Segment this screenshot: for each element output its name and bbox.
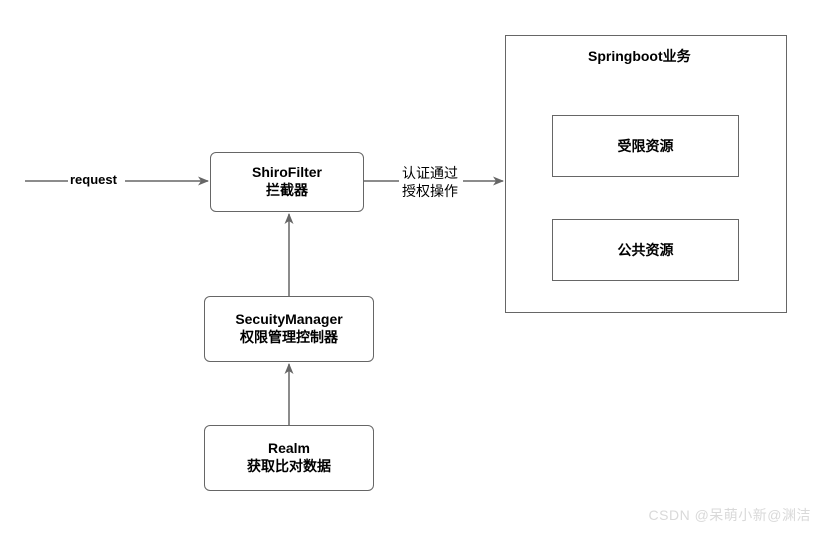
shiro-filter-title: ShiroFilter xyxy=(252,164,322,180)
auth-edge-label: 认证通过 授权操作 xyxy=(402,164,458,200)
request-label: request xyxy=(70,172,117,187)
auth-edge-label-line1: 认证通过 xyxy=(402,164,458,182)
security-manager-title: SecuityManager xyxy=(235,311,342,327)
restricted-resource-node: 受限资源 xyxy=(552,115,739,177)
public-resource-node: 公共资源 xyxy=(552,219,739,281)
public-resource-label: 公共资源 xyxy=(618,240,674,260)
watermark: CSDN @呆萌小新@渊洁 xyxy=(649,505,811,525)
request-label-text: request xyxy=(70,172,117,187)
realm-node: Realm 获取比对数据 xyxy=(204,425,374,491)
shiro-filter-subtitle: 拦截器 xyxy=(266,180,308,200)
realm-title: Realm xyxy=(268,440,310,456)
watermark-text: CSDN @呆萌小新@渊洁 xyxy=(649,507,811,523)
realm-subtitle: 获取比对数据 xyxy=(247,456,331,476)
auth-edge-label-line2: 授权操作 xyxy=(402,182,458,200)
restricted-resource-label: 受限资源 xyxy=(618,136,674,156)
springboot-title: Springboot业务 xyxy=(588,46,691,66)
security-manager-node: SecuityManager 权限管理控制器 xyxy=(204,296,374,362)
springboot-title-text: Springboot业务 xyxy=(588,48,691,64)
shiro-filter-node: ShiroFilter 拦截器 xyxy=(210,152,364,212)
security-manager-subtitle: 权限管理控制器 xyxy=(240,327,338,347)
